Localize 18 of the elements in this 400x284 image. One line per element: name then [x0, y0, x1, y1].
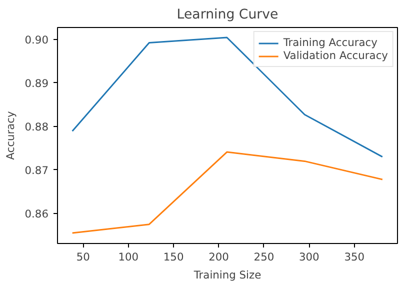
x-tick-label: 250	[254, 250, 274, 264]
y-tick-label: 0.90	[24, 33, 49, 46]
y-tick-label: 0.89	[24, 76, 49, 90]
x-tick-label: 50	[76, 250, 90, 264]
y-tick-label: 0.87	[24, 164, 49, 177]
legend-label: Training Accuracy	[283, 36, 378, 49]
line-series	[72, 151, 384, 234]
y-tick-label: 0.88	[24, 120, 49, 134]
x-axis-title: Training Size	[192, 268, 262, 282]
x-tick-label: 150	[163, 250, 184, 264]
y-tick-label: 0.86	[24, 207, 49, 220]
x-tick-label: 300	[299, 250, 320, 264]
x-tick-label: 100	[118, 250, 139, 264]
legend-label: Validation Accuracy	[283, 49, 388, 62]
y-axis-title: Accuracy	[4, 111, 17, 160]
x-tick-label: 350	[344, 250, 365, 264]
x-tick-label: 200	[208, 250, 230, 264]
chart-title: Learning Curve	[176, 8, 278, 22]
